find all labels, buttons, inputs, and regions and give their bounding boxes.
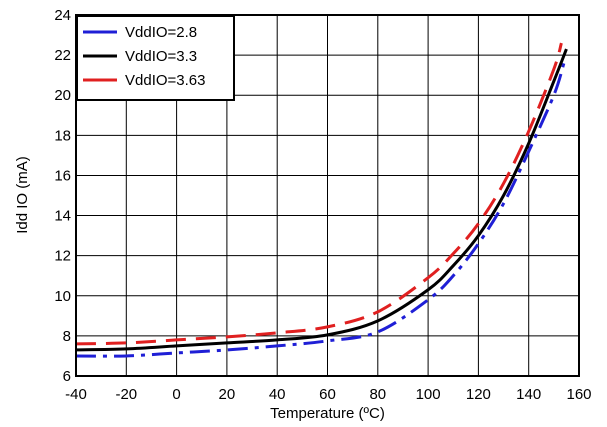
plot-frame: [75, 14, 580, 377]
y-tick-label: 22: [54, 47, 71, 64]
y-tick-label: 24: [54, 7, 71, 24]
x-tick-label: -20: [115, 386, 137, 403]
y-tick-label: 20: [54, 87, 71, 104]
x-tick-label: 60: [319, 386, 336, 403]
y-tick-label: 10: [54, 288, 71, 305]
x-tick-label: 20: [219, 386, 236, 403]
x-tick-labels: -40 -20 0 20 40 60 80 100 120 140 160: [65, 386, 591, 403]
series-line: [75, 42, 563, 346]
x-tick-label: 80: [369, 386, 386, 403]
series-line: [75, 48, 568, 352]
legend-label: VddIO=3.63: [125, 72, 205, 89]
series-line: [75, 62, 566, 358]
y-tick-label: 8: [63, 328, 71, 345]
y-tick-label: 14: [54, 208, 71, 225]
x-axis-title: Temperature (ºC): [270, 405, 385, 422]
x-tick-label: 160: [566, 386, 591, 403]
y-tick-label: 6: [63, 368, 71, 385]
x-tick-label: 120: [466, 386, 491, 403]
x-tick-label: 100: [416, 386, 441, 403]
legend-label: VddIO=3.3: [125, 48, 197, 65]
legend: VddIO=2.8 VddIO=3.3 VddIO=3.63: [76, 15, 235, 101]
legend-box: [76, 15, 235, 101]
y-tick-labels: 6 8 10 12 14 16 18 20 22 24: [54, 7, 71, 385]
y-tick-label: 18: [54, 127, 71, 144]
y-tick-label: 16: [54, 167, 71, 184]
x-tick-label: 0: [172, 386, 180, 403]
x-tick-label: 40: [269, 386, 286, 403]
series-lines: [75, 42, 568, 358]
x-tick-label: -40: [65, 386, 87, 403]
y-axis-title: Idd IO (mA): [14, 156, 31, 234]
legend-label: VddIO=2.8: [125, 24, 197, 41]
x-tick-label: 140: [516, 386, 541, 403]
y-tick-label: 12: [54, 248, 71, 265]
